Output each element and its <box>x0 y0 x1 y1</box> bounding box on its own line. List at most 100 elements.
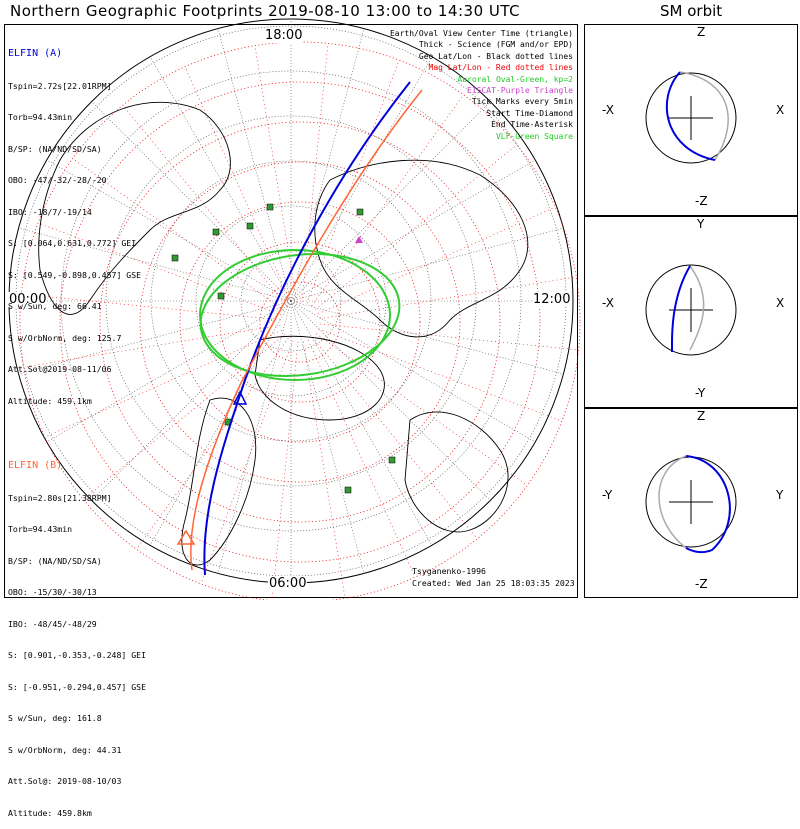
sm-panel-xy <box>584 216 798 408</box>
sm-orbit-b <box>658 455 687 549</box>
geo-lon-line <box>290 300 490 500</box>
mag-lat-ring <box>179 201 421 443</box>
elfin-a-line: S w/Sun, deg: 66.41 <box>8 301 102 311</box>
elfin-b-line: S: [-0.951,-0.294,0.457] GSE <box>8 681 147 692</box>
sm2-left-label: -X <box>602 296 614 310</box>
mag-lon-line <box>122 105 288 307</box>
geo-lat-ring <box>60 70 522 532</box>
elfin-b-line: Altitude: 459.8km <box>8 807 92 818</box>
legend-entry: End Time-Asterisk <box>491 120 573 130</box>
mag-lon-line <box>301 43 329 303</box>
elfin-a-name: ELFIN (A) <box>8 48 63 59</box>
elfin-b-line: OBO: -15/30/-30/13 <box>8 587 97 597</box>
vlf-station-square <box>171 254 179 262</box>
mag-lon-line <box>319 276 577 320</box>
vlf-station-square <box>217 292 225 300</box>
mag-lon-line <box>307 340 416 578</box>
legend-entry: Thick - Science (FGM and/or EPD) <box>418 40 573 50</box>
elfin-b-info: ELFIN (B) Tspin=2.80s[21.38RPM] Torb=94.… <box>8 440 146 829</box>
sm-orbit-a <box>685 455 731 554</box>
elfin-b-line: IBO: -48/45/-48/29 <box>8 618 97 629</box>
coastline <box>404 411 509 533</box>
mag-lon-line <box>318 206 556 315</box>
elfin-a-line: OBO: -47/-32/-28/-20 <box>8 175 107 185</box>
geo-lat-ring <box>105 115 477 487</box>
elfin-b-name: ELFIN (B) <box>8 460 63 471</box>
eiscat-triangle <box>355 236 363 243</box>
vlf-station-square <box>246 222 254 230</box>
vlf-station-square <box>388 456 396 464</box>
mag-lat-ring <box>19 41 581 600</box>
mag-lon-line <box>184 66 293 304</box>
sm-earth-circle <box>645 264 737 356</box>
elfin-a-track <box>203 81 411 576</box>
elfin-a-line: IBO: -18/7/-19/14 <box>8 206 92 217</box>
geo-lat-ring <box>150 160 432 442</box>
elfin-a-line: Torb=94.43min <box>8 112 73 122</box>
mag-lon-line <box>254 45 298 303</box>
elfin-b-center-triangle <box>176 529 196 545</box>
sm-orbit-b <box>679 71 729 161</box>
geo-lat-ring <box>195 205 387 397</box>
sm3-bottom-label: -Z <box>695 577 708 591</box>
sm-orbit-b <box>689 265 705 351</box>
sm-panel-yz <box>584 408 798 598</box>
legend-entry: Earth/Oval View Center Time (triangle) <box>389 29 573 38</box>
coastline <box>314 159 529 338</box>
legend: Earth/Oval View Center Time (triangle) Th… <box>390 28 573 142</box>
mag-lon-line <box>312 337 478 539</box>
sm3-left-label: -Y <box>602 488 613 502</box>
sm1-bottom-label: -Z <box>695 194 708 208</box>
elfin-a-line: Altitude: 459.1km <box>8 395 92 406</box>
elfin-a-line: Tspin=2.72s[22.01RPM] <box>8 80 112 91</box>
page-title: Northern Geographic Footprints 2019-08-1… <box>10 2 521 20</box>
mag-lon-line <box>318 328 562 422</box>
time-label-right: 12:00 <box>532 292 572 307</box>
created-label: Created: Wed Jan 25 18:03:35 2023 <box>412 578 575 588</box>
sm1-top-label: Z <box>697 25 706 39</box>
mag-lon-line <box>23 324 281 368</box>
time-label-left: 00:00 <box>8 292 48 307</box>
mag-lon-line <box>315 144 517 310</box>
sm2-bottom-label: -Y <box>695 386 706 400</box>
vlf-station-square <box>344 486 352 494</box>
sm-orbit-a <box>665 71 716 161</box>
elfin-a-line: Att.Sol@2019-08-11/06 <box>8 364 112 374</box>
legend-entry: Mag Lat/Lon - Red dotted lines <box>428 63 574 73</box>
elfin-b-line: Torb=94.43min <box>8 524 73 534</box>
mag-lon-line <box>316 333 528 486</box>
mag-lon-line <box>319 323 579 351</box>
mag-lon-line <box>200 340 294 584</box>
sm-panel-xz <box>584 24 798 216</box>
vlf-station-square <box>356 208 364 216</box>
sm2-right-label: X <box>776 296 785 310</box>
mag-lat-ring <box>99 121 501 523</box>
legend-entry: Auroral Oval-Green, kp=2 <box>457 74 573 84</box>
time-label-top: 18:00 <box>264 28 304 43</box>
sm-earth-circle <box>645 72 737 164</box>
legend-entry: Geo Lat/Lon - Black dotted lines <box>418 51 573 61</box>
coastline <box>181 397 257 566</box>
vlf-station-square <box>266 203 274 211</box>
legend-entry: Start Time-Diamond <box>486 108 573 118</box>
mag-lon-line <box>72 158 284 311</box>
sm1-right-label: X <box>776 103 785 117</box>
elfin-a-line: B/SP: (NA/ND/SD/SA) <box>8 143 102 154</box>
mag-lon-line <box>44 329 282 438</box>
mag-lat-ring <box>139 161 461 483</box>
sm-orbit-a <box>670 265 691 353</box>
mag-lat-ring <box>259 281 341 363</box>
geo-lon-line <box>150 58 292 302</box>
auroral-oval-inner <box>199 249 391 381</box>
time-label-bottom: 06:00 <box>268 576 308 591</box>
legend-entry: VLF-Green Square <box>495 131 573 141</box>
sm2-top-label: Y <box>697 217 705 231</box>
mag-lat-ring <box>219 241 381 403</box>
coastline <box>38 101 231 315</box>
elfin-a-line: S: [0.064,0.631,0.772] GEI <box>8 238 137 248</box>
geo-lat-ring <box>240 250 342 352</box>
geo-lon-line <box>150 300 292 544</box>
mag-lon-line <box>306 60 400 304</box>
mag-lon-line <box>311 94 464 306</box>
sm1-left-label: -X <box>602 103 614 117</box>
